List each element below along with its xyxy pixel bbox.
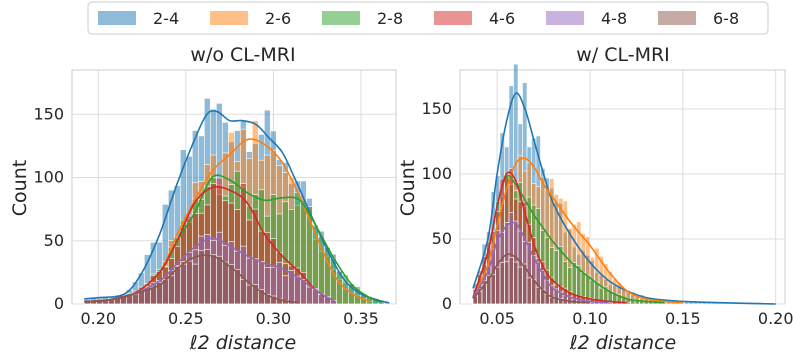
bar-6-8 <box>228 263 235 305</box>
legend-label: 2-8 <box>377 9 403 28</box>
kde-line-6-8 <box>472 253 591 304</box>
bar-6-8 <box>198 250 205 305</box>
y-tick-label: 50 <box>44 231 64 250</box>
kde-line-4-6 <box>472 171 628 304</box>
y-axis-title-left: Count <box>9 160 31 216</box>
bar-4-8 <box>607 302 613 305</box>
kde-curves <box>472 92 776 305</box>
legend-swatch <box>434 11 472 25</box>
legend-label: 2-6 <box>265 9 291 28</box>
y-axis-title-right: Count <box>397 160 419 216</box>
legend-swatch <box>210 11 248 25</box>
bar-6-8 <box>168 275 175 305</box>
x-tick-label: 0.30 <box>256 309 292 328</box>
bar-4-8 <box>305 286 313 305</box>
legend-swatch <box>322 11 360 25</box>
x-axis-title-left: ℓ2 distance <box>189 332 297 354</box>
legend-item-6-8: 6-8 <box>658 9 739 28</box>
legend-label: 2-4 <box>153 9 179 28</box>
y-tick-label: 50 <box>432 229 452 248</box>
y-tick-label: 100 <box>421 164 452 183</box>
bar-6-8 <box>526 277 532 305</box>
x-tick-label: 0.20 <box>758 309 793 328</box>
legend-item-4-8: 4-8 <box>546 9 627 28</box>
bar-6-8 <box>210 254 217 305</box>
plot-area <box>71 69 397 305</box>
bar-6-8 <box>180 263 187 305</box>
bar-6-8 <box>192 263 199 305</box>
histogram-bars <box>84 98 391 305</box>
bar-6-8 <box>222 261 229 305</box>
legend-item-2-6: 2-6 <box>210 9 291 28</box>
bar-6-8 <box>513 261 519 305</box>
legend-item-2-8: 2-8 <box>322 9 403 28</box>
panel-left: w/o CL-MRI Count ℓ2 distance 0 50 100 150 0.… <box>9 44 397 354</box>
bar-6-8 <box>535 286 541 305</box>
panel-title-right: w/ CL-MRI <box>576 44 670 66</box>
plot-area <box>459 63 786 305</box>
kde-line-6-8 <box>84 254 300 304</box>
x-tick-label: 0.05 <box>479 309 515 328</box>
kde-line-4-8 <box>472 221 609 304</box>
kde-line-2-6 <box>472 157 683 304</box>
x-tick-label: 0.10 <box>572 309 608 328</box>
bar-6-8 <box>246 284 253 305</box>
legend-label: 4-6 <box>489 9 515 28</box>
kde-line-2-4 <box>472 92 776 305</box>
x-tick-label: 0.15 <box>665 309 701 328</box>
bar-6-8 <box>499 262 505 305</box>
legend-label: 6-8 <box>713 9 739 28</box>
y-tick-label: 0 <box>442 294 452 313</box>
panel-right: w/ CL-MRI Count ℓ2 distance 0 50 100 150 0.0… <box>397 44 793 354</box>
x-axis-title-right: ℓ2 distance <box>569 332 677 354</box>
x-tick-label: 0.35 <box>343 309 379 328</box>
legend: 2-4 2-6 2-8 4-6 4-8 6-8 <box>87 1 769 35</box>
panel-title-left: w/o CL-MRI <box>190 44 295 66</box>
bar-6-8 <box>174 266 181 305</box>
x-tick-label: 0.25 <box>168 309 204 328</box>
bar-6-8 <box>490 274 496 305</box>
bar-6-8 <box>216 255 223 305</box>
y-tick-label: 150 <box>421 99 452 118</box>
kde-line-2-4 <box>84 110 390 304</box>
y-tick-label: 0 <box>54 294 64 313</box>
bar-6-8 <box>549 297 555 305</box>
bar-6-8 <box>495 266 501 305</box>
legend-label: 4-8 <box>601 9 627 28</box>
bar-6-8 <box>508 257 514 305</box>
x-tick-label: 0.20 <box>80 309 116 328</box>
legend-swatch <box>546 11 584 25</box>
bar-6-8 <box>240 279 247 305</box>
legend-frame <box>87 1 769 35</box>
bar-6-8 <box>589 302 595 305</box>
bar-4-8 <box>293 275 301 305</box>
y-tick-label: 100 <box>33 168 64 187</box>
bar-6-8 <box>517 266 523 305</box>
y-tick-label: 150 <box>33 104 64 123</box>
kde-curves <box>84 110 390 304</box>
bar-6-8 <box>504 261 510 305</box>
legend-swatch <box>98 11 136 25</box>
legend-swatch <box>658 11 696 25</box>
bar-6-8 <box>204 249 211 305</box>
bar-6-8 <box>150 286 157 305</box>
bar-6-8 <box>186 260 193 305</box>
legend-item-2-4: 2-4 <box>98 9 179 28</box>
legend-item-4-6: 4-6 <box>434 9 515 28</box>
